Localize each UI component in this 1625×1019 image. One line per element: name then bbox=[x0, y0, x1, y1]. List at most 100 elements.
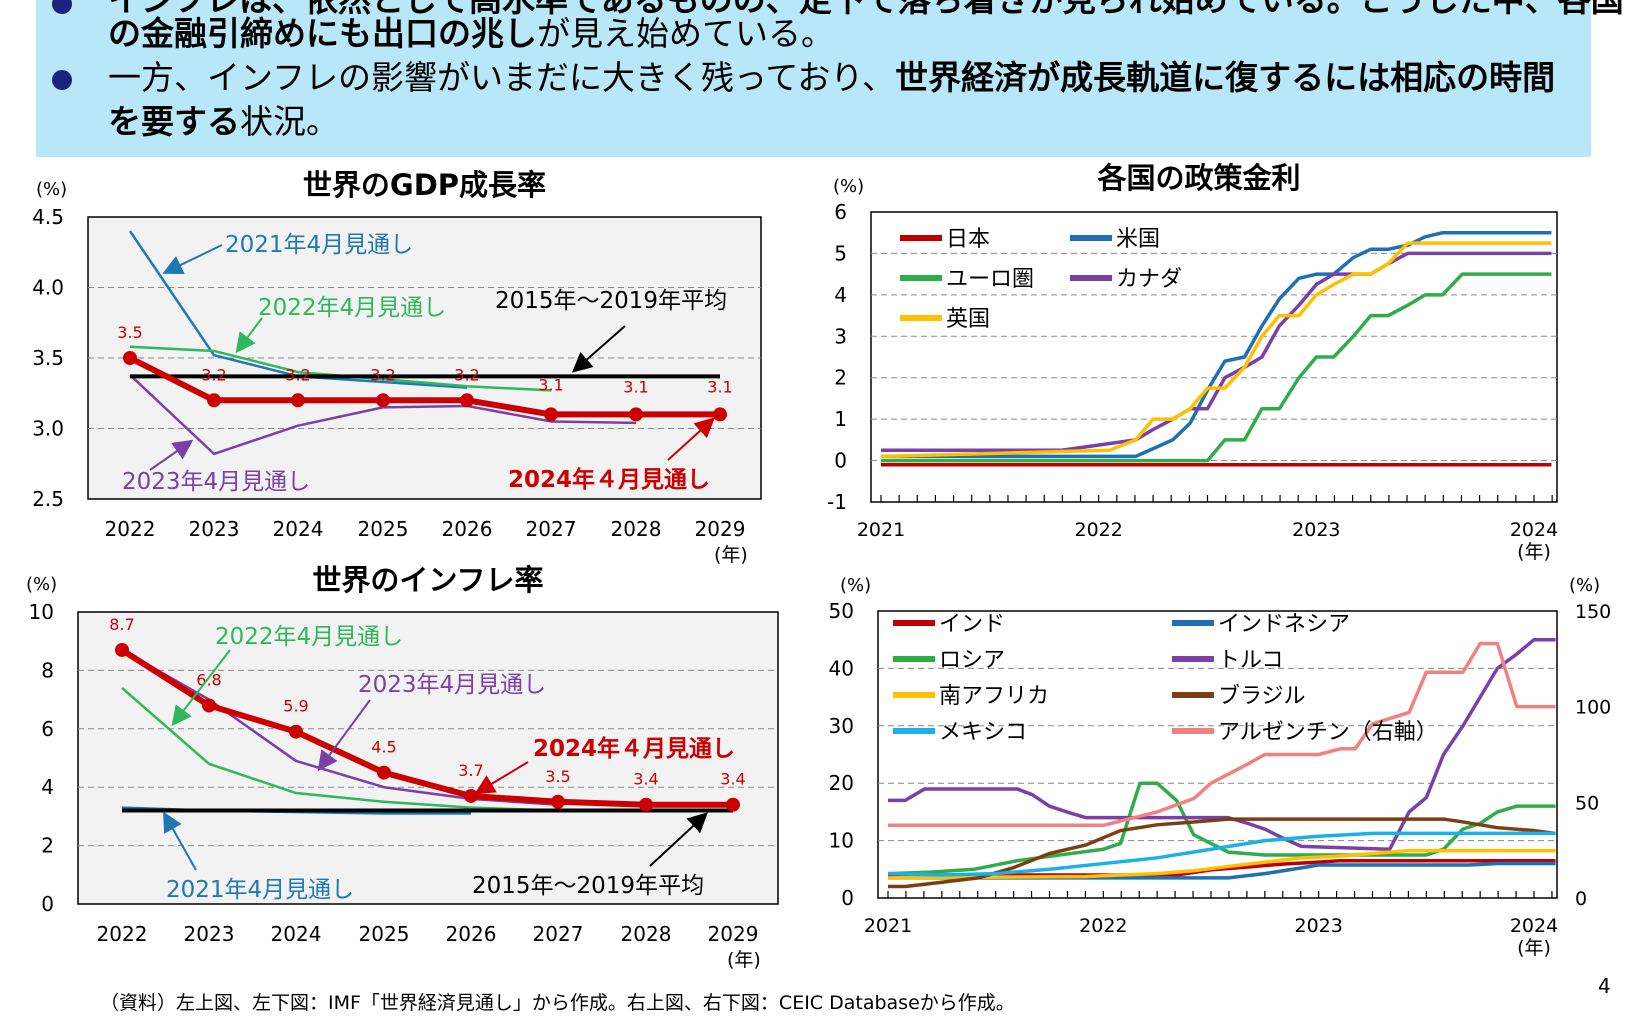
series-line bbox=[888, 641, 1556, 828]
x-tick-label: 2021 bbox=[864, 915, 912, 937]
data-label: 3.4 bbox=[720, 770, 745, 789]
x-tick-label: 2026 bbox=[442, 517, 493, 541]
y-right-tick-label: 100 bbox=[1575, 697, 1611, 719]
series-annotation: 2023年4月見通し bbox=[358, 672, 546, 698]
x-tick-label: 2022 bbox=[1074, 519, 1122, 541]
legend-label: カナダ bbox=[1116, 267, 1182, 292]
y-right-axis-unit: (%) bbox=[1569, 575, 1600, 596]
data-label: 3.2 bbox=[370, 365, 395, 384]
data-label: 6.8 bbox=[196, 670, 221, 689]
data-label: 3.2 bbox=[201, 365, 226, 384]
data-point bbox=[207, 393, 221, 408]
banner-line-3: を要する状況。 bbox=[108, 100, 339, 144]
x-tick-label: 2027 bbox=[533, 922, 584, 946]
y-axis-unit: (%) bbox=[833, 176, 864, 197]
bullet-dot bbox=[52, 70, 72, 90]
banner-line-2-bold: 世界経済が成長軌道に復するには相応の時間 bbox=[895, 58, 1556, 97]
x-axis-unit: (年) bbox=[727, 949, 761, 971]
annotation-arrow bbox=[163, 811, 197, 871]
banner-line-2: 一方、インフレの影響がいまだに大きく残っており、世界経済が成長軌道に復するには相… bbox=[108, 56, 1555, 100]
x-tick-label: 2024 bbox=[273, 517, 324, 541]
legend-label: インド bbox=[939, 612, 1005, 637]
plot-area bbox=[870, 211, 1558, 503]
banner-line-3-bold: を要する bbox=[108, 102, 240, 141]
banner-line-1-rest: が見え始めている。 bbox=[537, 14, 834, 53]
data-label: 3.5 bbox=[545, 767, 570, 786]
y-tick-label: 50 bbox=[829, 599, 854, 623]
series-line bbox=[888, 858, 1556, 877]
x-tick-label: 2027 bbox=[526, 517, 577, 541]
data-point bbox=[291, 393, 305, 408]
series-line bbox=[881, 272, 1552, 463]
data-point bbox=[551, 794, 565, 809]
series-line bbox=[120, 647, 733, 808]
source-footnote: （資料）左上図、左下図：IMF「世界経済見通し」から作成。右上図、右下図：CEI… bbox=[100, 992, 1015, 1014]
annotation-arrow bbox=[171, 649, 231, 727]
x-tick-label: 2023 bbox=[1294, 915, 1342, 937]
series-line bbox=[888, 861, 1556, 880]
y-tick-label: 4.5 bbox=[32, 205, 64, 229]
data-label: 3.7 bbox=[458, 761, 483, 780]
data-point bbox=[464, 788, 478, 803]
y-tick-label: 10 bbox=[829, 829, 854, 853]
x-tick-label: 2029 bbox=[695, 517, 746, 541]
x-axis-unit: (年) bbox=[714, 544, 748, 566]
data-point bbox=[726, 797, 740, 812]
data-label: 3.5 bbox=[117, 323, 142, 342]
x-tick-label: 2025 bbox=[358, 517, 409, 541]
data-point bbox=[460, 393, 474, 408]
legend-label: ユーロ圏 bbox=[946, 267, 1034, 292]
series-line bbox=[887, 831, 1556, 877]
data-point bbox=[544, 407, 558, 422]
y-axis-unit: (%) bbox=[36, 179, 67, 200]
legend-label: 英国 bbox=[946, 307, 990, 332]
y-tick-label: 2.5 bbox=[32, 487, 64, 511]
series-annotation: 2022年4月見通し bbox=[215, 624, 403, 650]
series-annotation: 2015年～2019年平均 bbox=[472, 873, 704, 899]
x-tick-label: 2026 bbox=[446, 922, 497, 946]
legend-label: 南アフリカ bbox=[939, 684, 1049, 709]
y-tick-label: 8 bbox=[41, 658, 54, 682]
x-tick-label: 2029 bbox=[708, 922, 759, 946]
page-number: 4 bbox=[1598, 974, 1611, 998]
data-label: 8.7 bbox=[109, 615, 134, 634]
annotation-arrow bbox=[667, 417, 715, 461]
annotation-arrow bbox=[235, 317, 263, 354]
series-annotation: 2015年～2019年平均 bbox=[495, 288, 727, 314]
legend-label: ロシア bbox=[939, 648, 1005, 673]
banner-line-0-text: インフレは、依然として高水準であるものの、足下で落ち着きが見られ始めている。こう… bbox=[108, 0, 1624, 19]
y-tick-label: 6 bbox=[41, 717, 54, 741]
legend-label: 日本 bbox=[946, 227, 990, 252]
data-point bbox=[123, 351, 137, 365]
x-tick-label: 2023 bbox=[184, 922, 235, 946]
legend-label: メキシコ bbox=[939, 720, 1027, 745]
series-annotation: 2021年4月見通し bbox=[166, 877, 354, 903]
y-tick-label: 2 bbox=[41, 834, 54, 858]
x-tick-label: 2028 bbox=[611, 517, 662, 541]
y-axis-unit: (%) bbox=[26, 574, 57, 595]
data-point bbox=[202, 698, 216, 713]
series-line bbox=[880, 241, 1552, 459]
series-line bbox=[888, 817, 1556, 889]
data-label: 3.1 bbox=[623, 377, 648, 396]
annotation-arrow bbox=[571, 325, 626, 373]
annotation-arrow bbox=[149, 439, 194, 471]
x-tick-label: 2024 bbox=[1510, 519, 1558, 541]
y-axis-unit: (%) bbox=[840, 575, 871, 596]
y-tick-label: 0 bbox=[41, 892, 54, 916]
data-point bbox=[376, 393, 390, 408]
series-line bbox=[121, 686, 559, 812]
chart-title: 各国の政策金利 bbox=[1096, 161, 1300, 195]
data-label: 3.2 bbox=[454, 365, 479, 384]
y-tick-label: 3.0 bbox=[32, 417, 64, 441]
series-line bbox=[129, 374, 637, 456]
chart-title: 世界のGDP成長率 bbox=[303, 168, 546, 202]
y-right-tick-label: 0 bbox=[1575, 888, 1587, 910]
x-tick-label: 2023 bbox=[1292, 519, 1340, 541]
x-axis-unit: (年) bbox=[1517, 541, 1551, 563]
data-point bbox=[289, 724, 303, 739]
y-tick-label: 4.0 bbox=[32, 276, 64, 300]
y-tick-label: 5 bbox=[834, 241, 847, 265]
annotation-arrow bbox=[649, 812, 708, 867]
